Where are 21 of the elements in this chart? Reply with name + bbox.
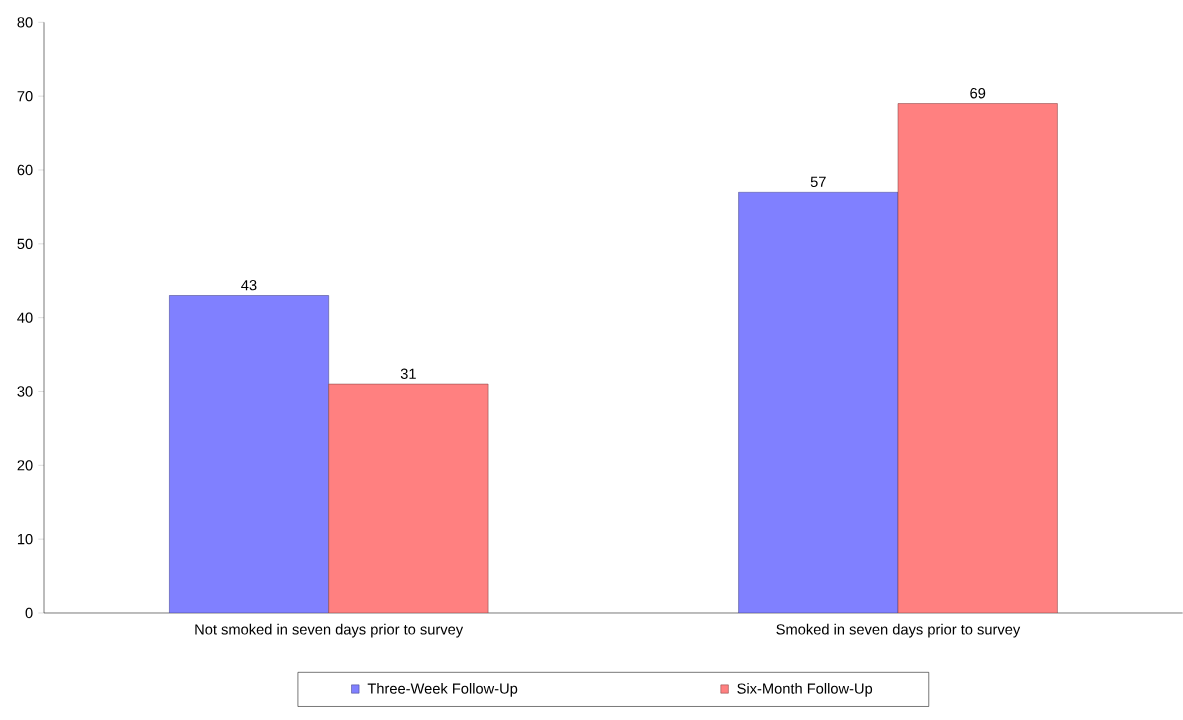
data-label: 69	[970, 88, 986, 99]
y-tick-label: 80	[17, 17, 33, 28]
y-tick-label: 70	[17, 90, 33, 102]
legend-label: Three-Week Follow-Up	[367, 682, 518, 697]
bar	[328, 383, 489, 613]
bar	[738, 191, 899, 613]
data-label: 43	[241, 279, 257, 291]
x-tick-label: Not smoked in seven days prior to survey	[195, 623, 464, 638]
bar	[168, 295, 329, 613]
y-tick-label: 50	[17, 238, 33, 250]
legend-label: Six-Month Follow-Up	[737, 682, 873, 697]
y-tick-label: 0	[25, 607, 33, 619]
bar	[897, 103, 1058, 613]
y-tick-label: 20	[17, 460, 33, 471]
y-tick-label: 60	[17, 164, 33, 176]
y-tick-label: 10	[17, 533, 33, 545]
data-label: 57	[810, 176, 826, 187]
data-label: 31	[400, 368, 416, 379]
y-tick-label: 30	[17, 386, 33, 397]
x-tick-label: Smoked in seven days prior to survey	[776, 623, 1021, 638]
y-tick-label: 40	[17, 312, 33, 323]
